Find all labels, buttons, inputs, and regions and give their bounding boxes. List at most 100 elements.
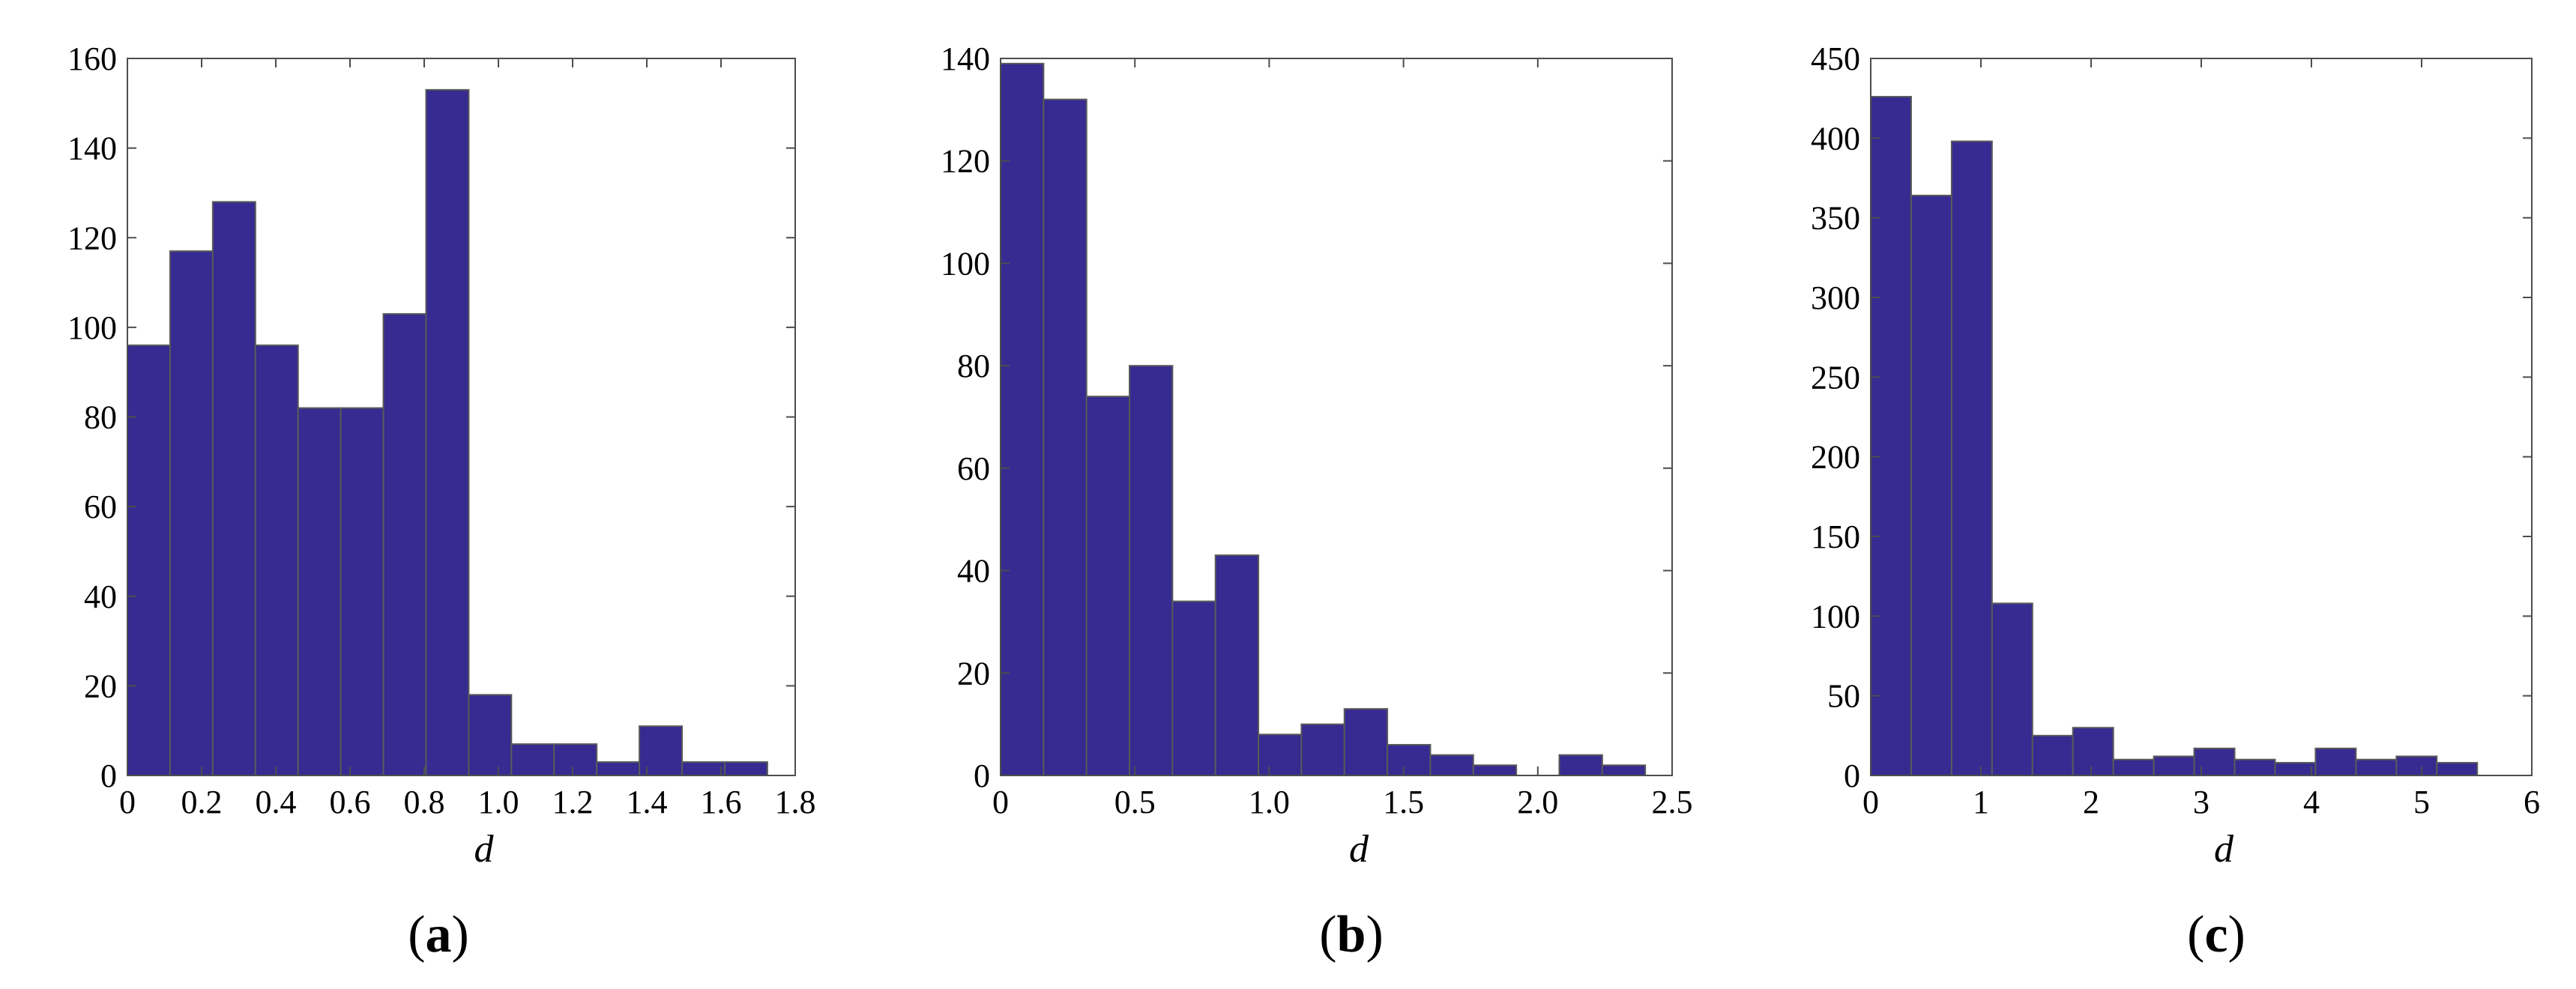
histogram-bar-a-7 [425, 88, 470, 776]
x-tick-label-a-5: 1.0 [478, 784, 519, 820]
y-tick-label-b-7: 140 [941, 40, 990, 77]
histogram-bar-b-10 [1429, 754, 1474, 777]
x-tick-label-c-5: 5 [2413, 784, 2430, 820]
histogram-bar-c-4 [2031, 734, 2074, 776]
histogram-bar-a-12 [639, 725, 684, 776]
y-tick-label-a-4: 80 [84, 399, 117, 436]
histogram-bar-a-4 [297, 407, 342, 776]
histogram-bar-c-13 [2395, 755, 2438, 776]
panel-label-c: (c) [2187, 906, 2245, 964]
histogram-bar-c-2 [1950, 140, 1993, 776]
y-tick-label-a-0: 0 [100, 757, 117, 794]
x-tick-label-c-4: 4 [2303, 784, 2320, 820]
x-tick-label-b-2: 1.0 [1249, 784, 1290, 820]
histogram-bar-a-3 [254, 344, 299, 776]
histogram-bar-b-3 [1129, 365, 1174, 776]
histogram-bar-a-2 [211, 201, 256, 776]
y-tick-label-b-3: 60 [957, 450, 990, 487]
y-tick-label-a-6: 120 [67, 220, 117, 256]
y-tick-label-a-1: 20 [84, 668, 117, 704]
panel-a: 0 0.2 0.4 0.6 0.8 1.0 1.2 1.4 1.6 1.8 0 20 40 60 80 100… [67, 40, 816, 871]
panel-c: 0 1 2 3 4 5 6 0 50 100 150 200 250 300 350 400 450 d [1811, 40, 2540, 871]
y-tick-label-c-0: 0 [1844, 757, 1860, 794]
histogram-bar-c-3 [1991, 602, 2033, 776]
histogram-bar-a-8 [468, 694, 513, 777]
x-axis-label-c: d [2214, 828, 2234, 871]
x-axis-label-a: d [474, 828, 495, 871]
histogram-bar-a-9 [510, 743, 555, 776]
panel-label-b: (b) [1319, 906, 1384, 964]
y-tick-label-a-8: 160 [67, 40, 117, 77]
x-tick-label-c-2: 2 [2083, 784, 2099, 820]
histogram-bar-a-10 [553, 743, 598, 776]
y-tick-label-a-5: 100 [67, 309, 117, 346]
histogram-bar-c-14 [2436, 761, 2479, 777]
histogram-bar-c-11 [2314, 747, 2357, 777]
histogram-bar-a-6 [382, 312, 427, 776]
x-tick-label-a-6: 1.2 [552, 784, 594, 820]
histogram-bar-b-0 [1000, 62, 1045, 777]
histogram-bar-c-0 [1870, 96, 1912, 777]
histogram-bar-b-1 [1043, 98, 1088, 776]
x-tick-label-a-2: 0.4 [256, 784, 297, 820]
y-tick-label-a-2: 40 [84, 578, 117, 615]
y-tick-label-c-6: 300 [1811, 279, 1860, 316]
histogram-bar-b-8 [1343, 708, 1389, 777]
x-axis-label-b: d [1349, 828, 1369, 871]
panel-b: 0 0.5 1.0 1.5 2.0 2.5 0 20 40 60 80 100 120 140 d [941, 40, 1693, 871]
histogram-bar-b-13 [1558, 754, 1603, 777]
histogram-bar-c-10 [2274, 761, 2317, 777]
x-tick-label-c-1: 1 [1973, 784, 1989, 820]
y-tick-label-b-5: 100 [941, 245, 990, 282]
histogram-bar-b-7 [1300, 723, 1345, 777]
x-tick-label-a-7: 1.4 [627, 784, 668, 820]
histogram-bar-a-13 [681, 761, 726, 777]
y-tick-label-c-2: 100 [1811, 598, 1860, 635]
histogram-bar-c-12 [2355, 758, 2398, 777]
y-tick-label-a-7: 140 [67, 130, 117, 167]
histogram-bar-c-8 [2193, 747, 2236, 777]
x-tick-label-c-6: 6 [2524, 784, 2540, 820]
y-tick-label-c-9: 450 [1811, 40, 1860, 77]
histogram-bar-a-11 [596, 761, 641, 777]
histogram-bar-c-1 [1910, 194, 1952, 777]
y-tick-label-c-4: 200 [1811, 439, 1860, 476]
y-tick-label-c-7: 350 [1811, 200, 1860, 237]
y-tick-label-b-2: 40 [957, 553, 990, 590]
histogram-bar-c-9 [2233, 758, 2276, 777]
x-tick-label-a-9: 1.8 [775, 784, 816, 820]
x-tick-label-a-1: 0.2 [181, 784, 223, 820]
axes-frame-b [1000, 58, 1673, 776]
y-tick-label-c-5: 250 [1811, 359, 1860, 396]
x-tick-label-b-3: 1.5 [1383, 784, 1424, 820]
histogram-bar-b-9 [1387, 743, 1432, 777]
histogram-bar-c-7 [2153, 755, 2195, 776]
x-tick-label-b-5: 2.5 [1652, 784, 1693, 820]
x-tick-label-c-3: 3 [2193, 784, 2209, 820]
histogram-bar-a-5 [340, 407, 384, 776]
histogram-bar-a-0 [127, 344, 171, 776]
histogram-bar-b-6 [1258, 734, 1303, 776]
histogram-bar-b-5 [1214, 554, 1260, 776]
x-tick-label-b-0: 0 [992, 784, 1009, 820]
histogram-bar-c-6 [2112, 758, 2155, 777]
y-tick-label-c-3: 150 [1811, 518, 1860, 555]
histogram-bar-b-2 [1085, 396, 1131, 777]
x-tick-label-a-3: 0.6 [330, 784, 371, 820]
y-tick-label-a-3: 60 [84, 489, 117, 525]
histogram-bar-a-14 [723, 761, 768, 777]
y-tick-label-c-8: 400 [1811, 120, 1860, 157]
panel-label-a: (a) [408, 906, 469, 964]
x-tick-label-b-4: 2.0 [1517, 784, 1558, 820]
y-tick-label-c-1: 50 [1827, 678, 1860, 715]
x-tick-label-a-4: 0.8 [404, 784, 445, 820]
histogram-bar-b-11 [1472, 764, 1518, 776]
x-tick-label-c-0: 0 [1862, 784, 1879, 820]
histogram-bar-c-5 [2072, 727, 2114, 777]
x-tick-label-a-8: 1.6 [701, 784, 742, 820]
x-tick-label-a-0: 0 [119, 784, 136, 820]
histogram-bar-b-4 [1171, 600, 1216, 776]
y-tick-label-b-0: 0 [974, 757, 990, 794]
y-tick-label-b-4: 80 [957, 348, 990, 384]
